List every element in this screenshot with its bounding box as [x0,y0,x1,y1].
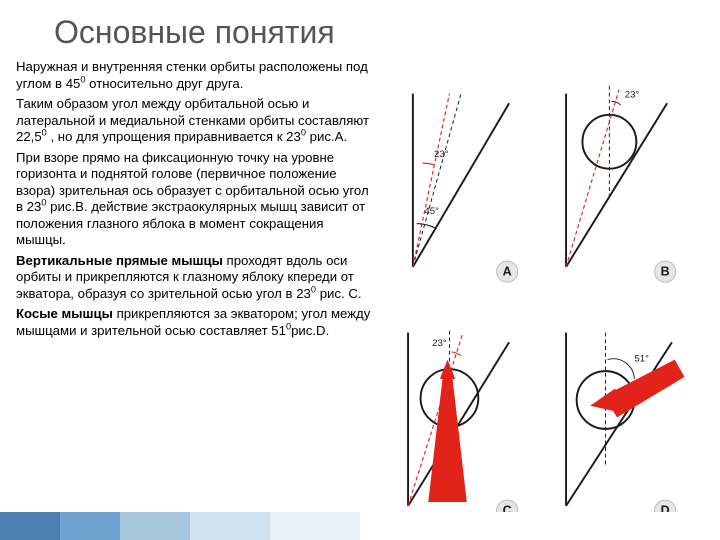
figure-grid: 45° 23° A 23° B [384,59,704,540]
text-column: Наружная и внутренняя стенки орбиты расп… [16,59,384,540]
panel-label-b: B [661,265,670,279]
panel-c: 23° C [384,302,538,537]
muscle-arrow-c [428,376,467,501]
angle-45: 45° [424,206,439,217]
angle-51-d: 51° [634,353,649,364]
paragraph-4: Вертикальные прямые мышцы проходят вдоль… [16,253,376,303]
panel-label-a: A [503,265,512,279]
angle-23-a: 23° [434,149,449,160]
panel-d: 51° D [542,302,696,537]
paragraph-3: При взоре прямо на фиксационную точку на… [16,150,376,249]
angle-23-c: 23° [432,338,447,349]
panel-a: 45° 23° A [384,63,538,298]
angle-23-b: 23° [625,89,640,100]
panel-b: 23° B [542,63,696,298]
paragraph-1: Наружная и внутренняя стенки орбиты расп… [16,59,376,92]
paragraph-2: Таким образом угол между орбитальной ось… [16,96,376,146]
footer-accent [0,512,720,540]
slide-title: Основные понятия [0,0,720,59]
paragraph-5: Косые мышцы прикрепляются за экватором; … [16,306,376,339]
